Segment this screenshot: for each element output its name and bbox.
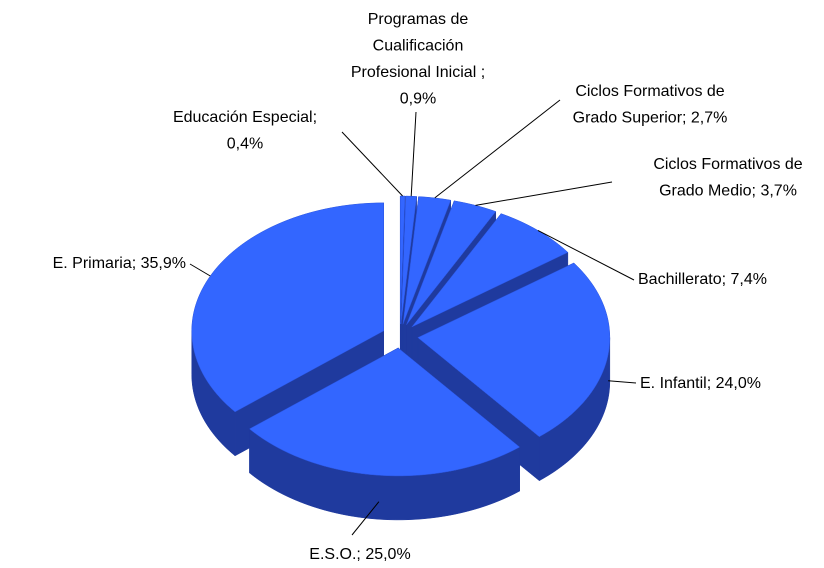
data-label: E.S.O.; 25,0% bbox=[309, 546, 410, 563]
data-label: Bachillerato; 7,4% bbox=[638, 271, 767, 288]
data-label: Educación Especial; bbox=[173, 109, 317, 126]
data-label: Ciclos Formativos de bbox=[653, 156, 802, 173]
leader-line bbox=[434, 99, 561, 199]
data-label: 0,4% bbox=[227, 136, 263, 153]
data-label: E. Primaria; 35,9% bbox=[53, 255, 186, 272]
slice bbox=[406, 200, 497, 325]
leader-line bbox=[537, 229, 635, 281]
data-label: 0,9% bbox=[400, 91, 436, 108]
leader-line bbox=[475, 181, 613, 206]
data-label: Grado Superior; 2,7% bbox=[573, 110, 728, 127]
leader-line bbox=[341, 131, 403, 197]
leader-line bbox=[189, 263, 211, 277]
slice bbox=[417, 262, 611, 438]
data-label: Cualificación bbox=[373, 38, 464, 55]
data-label: Ciclos Formativos de bbox=[575, 83, 724, 100]
data-label: Grado Medio; 3,7% bbox=[659, 183, 797, 200]
leader-line bbox=[410, 111, 417, 197]
slice bbox=[399, 195, 406, 325]
slice bbox=[411, 213, 569, 328]
slice bbox=[402, 196, 452, 325]
data-label: E. Infantil; 24,0% bbox=[640, 375, 761, 392]
leader-line bbox=[351, 501, 380, 536]
data-label: Profesional Inicial ; bbox=[351, 64, 485, 81]
slice bbox=[249, 347, 521, 521]
leader-line bbox=[608, 380, 637, 384]
slice bbox=[249, 347, 521, 477]
data-label: Programas de bbox=[368, 11, 469, 28]
